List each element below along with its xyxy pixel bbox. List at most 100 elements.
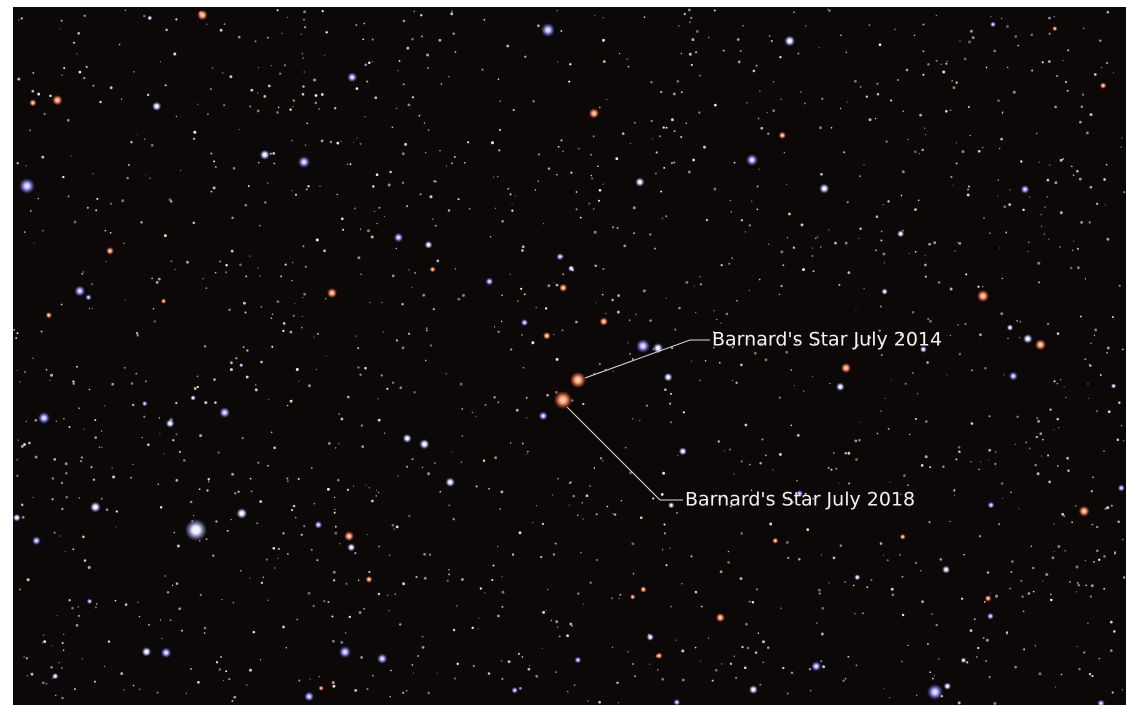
- star: [475, 485, 478, 488]
- star: [37, 197, 40, 200]
- star: [42, 681, 45, 685]
- star: [887, 428, 890, 430]
- star: [220, 655, 223, 659]
- star: [557, 61, 559, 63]
- star: [668, 502, 675, 509]
- star: [83, 14, 86, 18]
- star: [727, 550, 730, 553]
- star: [1031, 69, 1034, 72]
- star: [249, 477, 252, 480]
- star: [462, 293, 465, 297]
- star: [861, 612, 864, 615]
- star: [587, 700, 589, 702]
- star: [1038, 161, 1041, 163]
- star: [676, 80, 680, 83]
- star: [1014, 35, 1018, 38]
- star: [157, 483, 159, 485]
- star: [153, 320, 156, 323]
- star: [949, 287, 953, 291]
- star: [1082, 27, 1085, 30]
- star: [768, 35, 771, 38]
- star: [174, 268, 176, 270]
- star: [233, 491, 237, 495]
- star: [983, 601, 986, 603]
- star: [427, 67, 429, 69]
- star: [1003, 374, 1005, 376]
- star: [500, 320, 503, 323]
- star: [257, 461, 260, 464]
- star: [778, 396, 781, 399]
- star: [68, 426, 71, 428]
- star: [791, 501, 794, 504]
- star: [858, 175, 861, 178]
- star: [68, 598, 71, 602]
- star: [542, 331, 551, 340]
- star: [976, 656, 978, 658]
- star: [1086, 131, 1089, 135]
- star: [844, 677, 847, 680]
- star: [790, 368, 793, 371]
- star: [1000, 137, 1003, 141]
- star: [802, 268, 805, 272]
- star: [713, 9, 716, 12]
- star: [507, 187, 510, 190]
- star: [510, 348, 513, 351]
- star: [598, 106, 601, 109]
- star: [358, 611, 362, 615]
- star: [778, 452, 782, 456]
- star: [935, 59, 938, 62]
- star: [176, 544, 180, 548]
- star: [748, 685, 758, 695]
- star: [756, 208, 759, 211]
- star: [501, 575, 503, 578]
- star: [1075, 565, 1079, 569]
- star: [796, 434, 800, 437]
- star: [393, 528, 395, 530]
- star: [436, 259, 440, 263]
- star: [494, 207, 497, 210]
- star: [51, 498, 54, 501]
- star: [949, 335, 951, 337]
- star: [445, 477, 456, 488]
- star: [62, 649, 65, 651]
- star: [933, 675, 935, 677]
- star: [189, 500, 193, 504]
- star: [506, 44, 510, 48]
- star: [660, 90, 663, 94]
- star: [1106, 11, 1110, 14]
- star: [294, 193, 298, 196]
- star: [690, 63, 693, 66]
- star: [924, 455, 928, 459]
- star: [280, 275, 283, 278]
- star: [1064, 550, 1066, 552]
- star: [1121, 538, 1124, 541]
- star: [360, 655, 364, 659]
- star: [969, 629, 973, 633]
- star: [1035, 435, 1038, 439]
- star: [511, 660, 513, 662]
- star: [916, 393, 919, 395]
- star: [218, 668, 222, 671]
- star: [298, 380, 300, 382]
- star: [730, 210, 733, 213]
- star: [617, 701, 620, 704]
- star: [520, 287, 523, 290]
- star: [629, 594, 636, 600]
- star: [169, 619, 172, 622]
- star: [681, 678, 685, 682]
- star: [636, 339, 650, 353]
- star: [1053, 523, 1055, 525]
- star: [832, 451, 835, 454]
- star: [300, 533, 303, 536]
- star: [524, 55, 527, 58]
- leader-line: [584, 339, 710, 379]
- star: [951, 79, 954, 82]
- star: [1075, 591, 1078, 593]
- star: [327, 288, 337, 298]
- star: [874, 118, 877, 120]
- star: [970, 422, 974, 425]
- star: [990, 592, 992, 594]
- star: [531, 341, 535, 345]
- star: [759, 342, 763, 346]
- star: [782, 666, 785, 670]
